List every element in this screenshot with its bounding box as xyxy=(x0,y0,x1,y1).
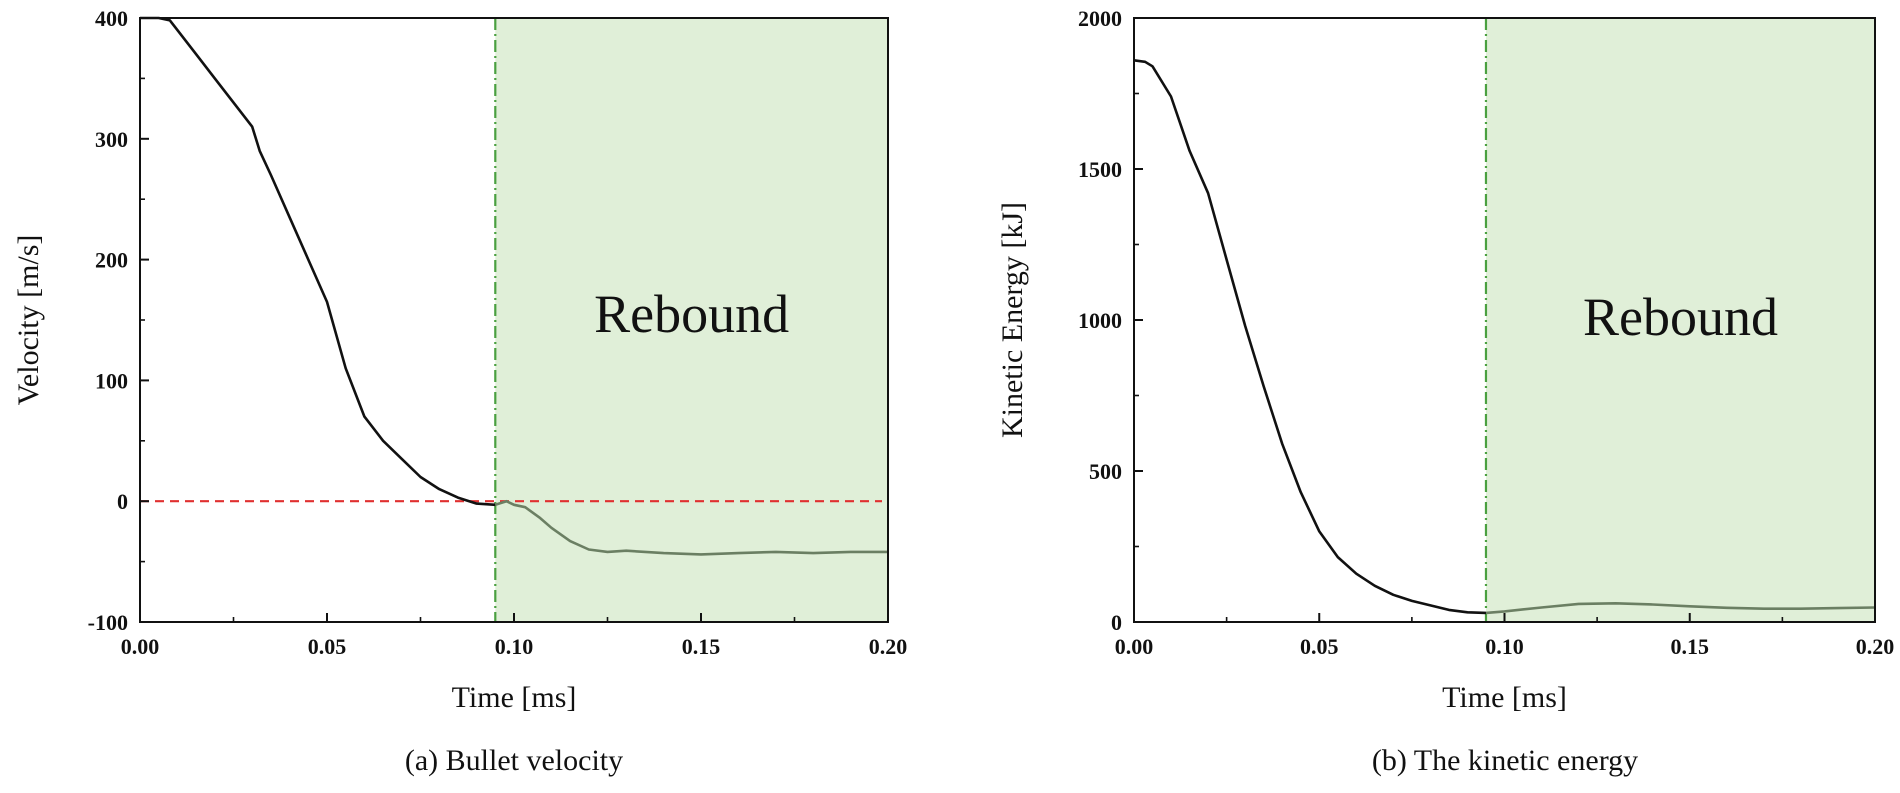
panel-b-x-tick-label: 0.05 xyxy=(1300,634,1339,659)
panel-b-series-line-1 xyxy=(1485,602,1876,615)
panel-a-y-tick-label: 100 xyxy=(95,368,128,393)
panel-a-x-tick-label: 0.10 xyxy=(495,634,534,659)
panel-a-y-tick-label: 0 xyxy=(117,489,128,514)
panel-a-rebound-region xyxy=(495,18,888,622)
panel-b-series-line-0 xyxy=(1133,59,1487,615)
panel-a-rebound-label: Rebound xyxy=(594,284,789,344)
panel-b-caption: (b) The kinetic energy xyxy=(1372,744,1638,777)
panel-a-series-line-0 xyxy=(140,16,496,507)
panel-a-y-tick-label: 300 xyxy=(95,127,128,152)
panel-a-y-axis-label: Velocity [m/s] xyxy=(12,235,45,406)
panel-b-x-axis-label: Time [ms] xyxy=(1442,681,1567,714)
panel-a-x-tick-label: 0.05 xyxy=(308,634,347,659)
panel-a-x-tick-label: 0.15 xyxy=(682,634,721,659)
panel-b-rebound-region xyxy=(1485,18,1875,622)
panel-b-x-tick-label: 0.00 xyxy=(1115,634,1154,659)
panel-a-x-tick-label: 0.20 xyxy=(869,634,908,659)
panel-a-x-tick-label: 0.00 xyxy=(121,634,160,659)
panel-b-y-tick-label: 1500 xyxy=(1078,157,1122,182)
panel-b-y-tick-label: 1000 xyxy=(1078,308,1122,333)
panel-a-x-axis-label: Time [ms] xyxy=(452,681,577,714)
panel-b-chart: Rebound 0.00 0.05 0.10 0.15 0.20 0 500 1000 1500 2… xyxy=(996,6,1894,777)
panel-b-x-tick-label: 0.20 xyxy=(1856,634,1895,659)
panel-b-y-axis-label: Kinetic Energy [kJ] xyxy=(996,202,1029,438)
panel-a-y-tick-label: 400 xyxy=(95,6,128,31)
panel-a-caption: (a) Bullet velocity xyxy=(405,744,623,777)
panel-b-y-tick-label: 500 xyxy=(1089,459,1122,484)
panel-b-x-tick-label: 0.10 xyxy=(1485,634,1524,659)
panel-a-series-line-1 xyxy=(494,499,888,556)
panel-a-y-tick-label: -100 xyxy=(88,610,128,635)
panel-b-rebound-label: Rebound xyxy=(1583,287,1778,347)
panel-a-y-tick-label: 200 xyxy=(95,248,128,273)
panel-b-x-tick-label: 0.15 xyxy=(1671,634,1710,659)
panel-a-chart: Rebound 0.00 0.05 0.10 0.15 0.20 -100 0 100 200 30… xyxy=(12,6,907,777)
panel-b-y-tick-label: 2000 xyxy=(1078,6,1122,31)
panel-b-y-tick-label: 0 xyxy=(1111,610,1122,635)
